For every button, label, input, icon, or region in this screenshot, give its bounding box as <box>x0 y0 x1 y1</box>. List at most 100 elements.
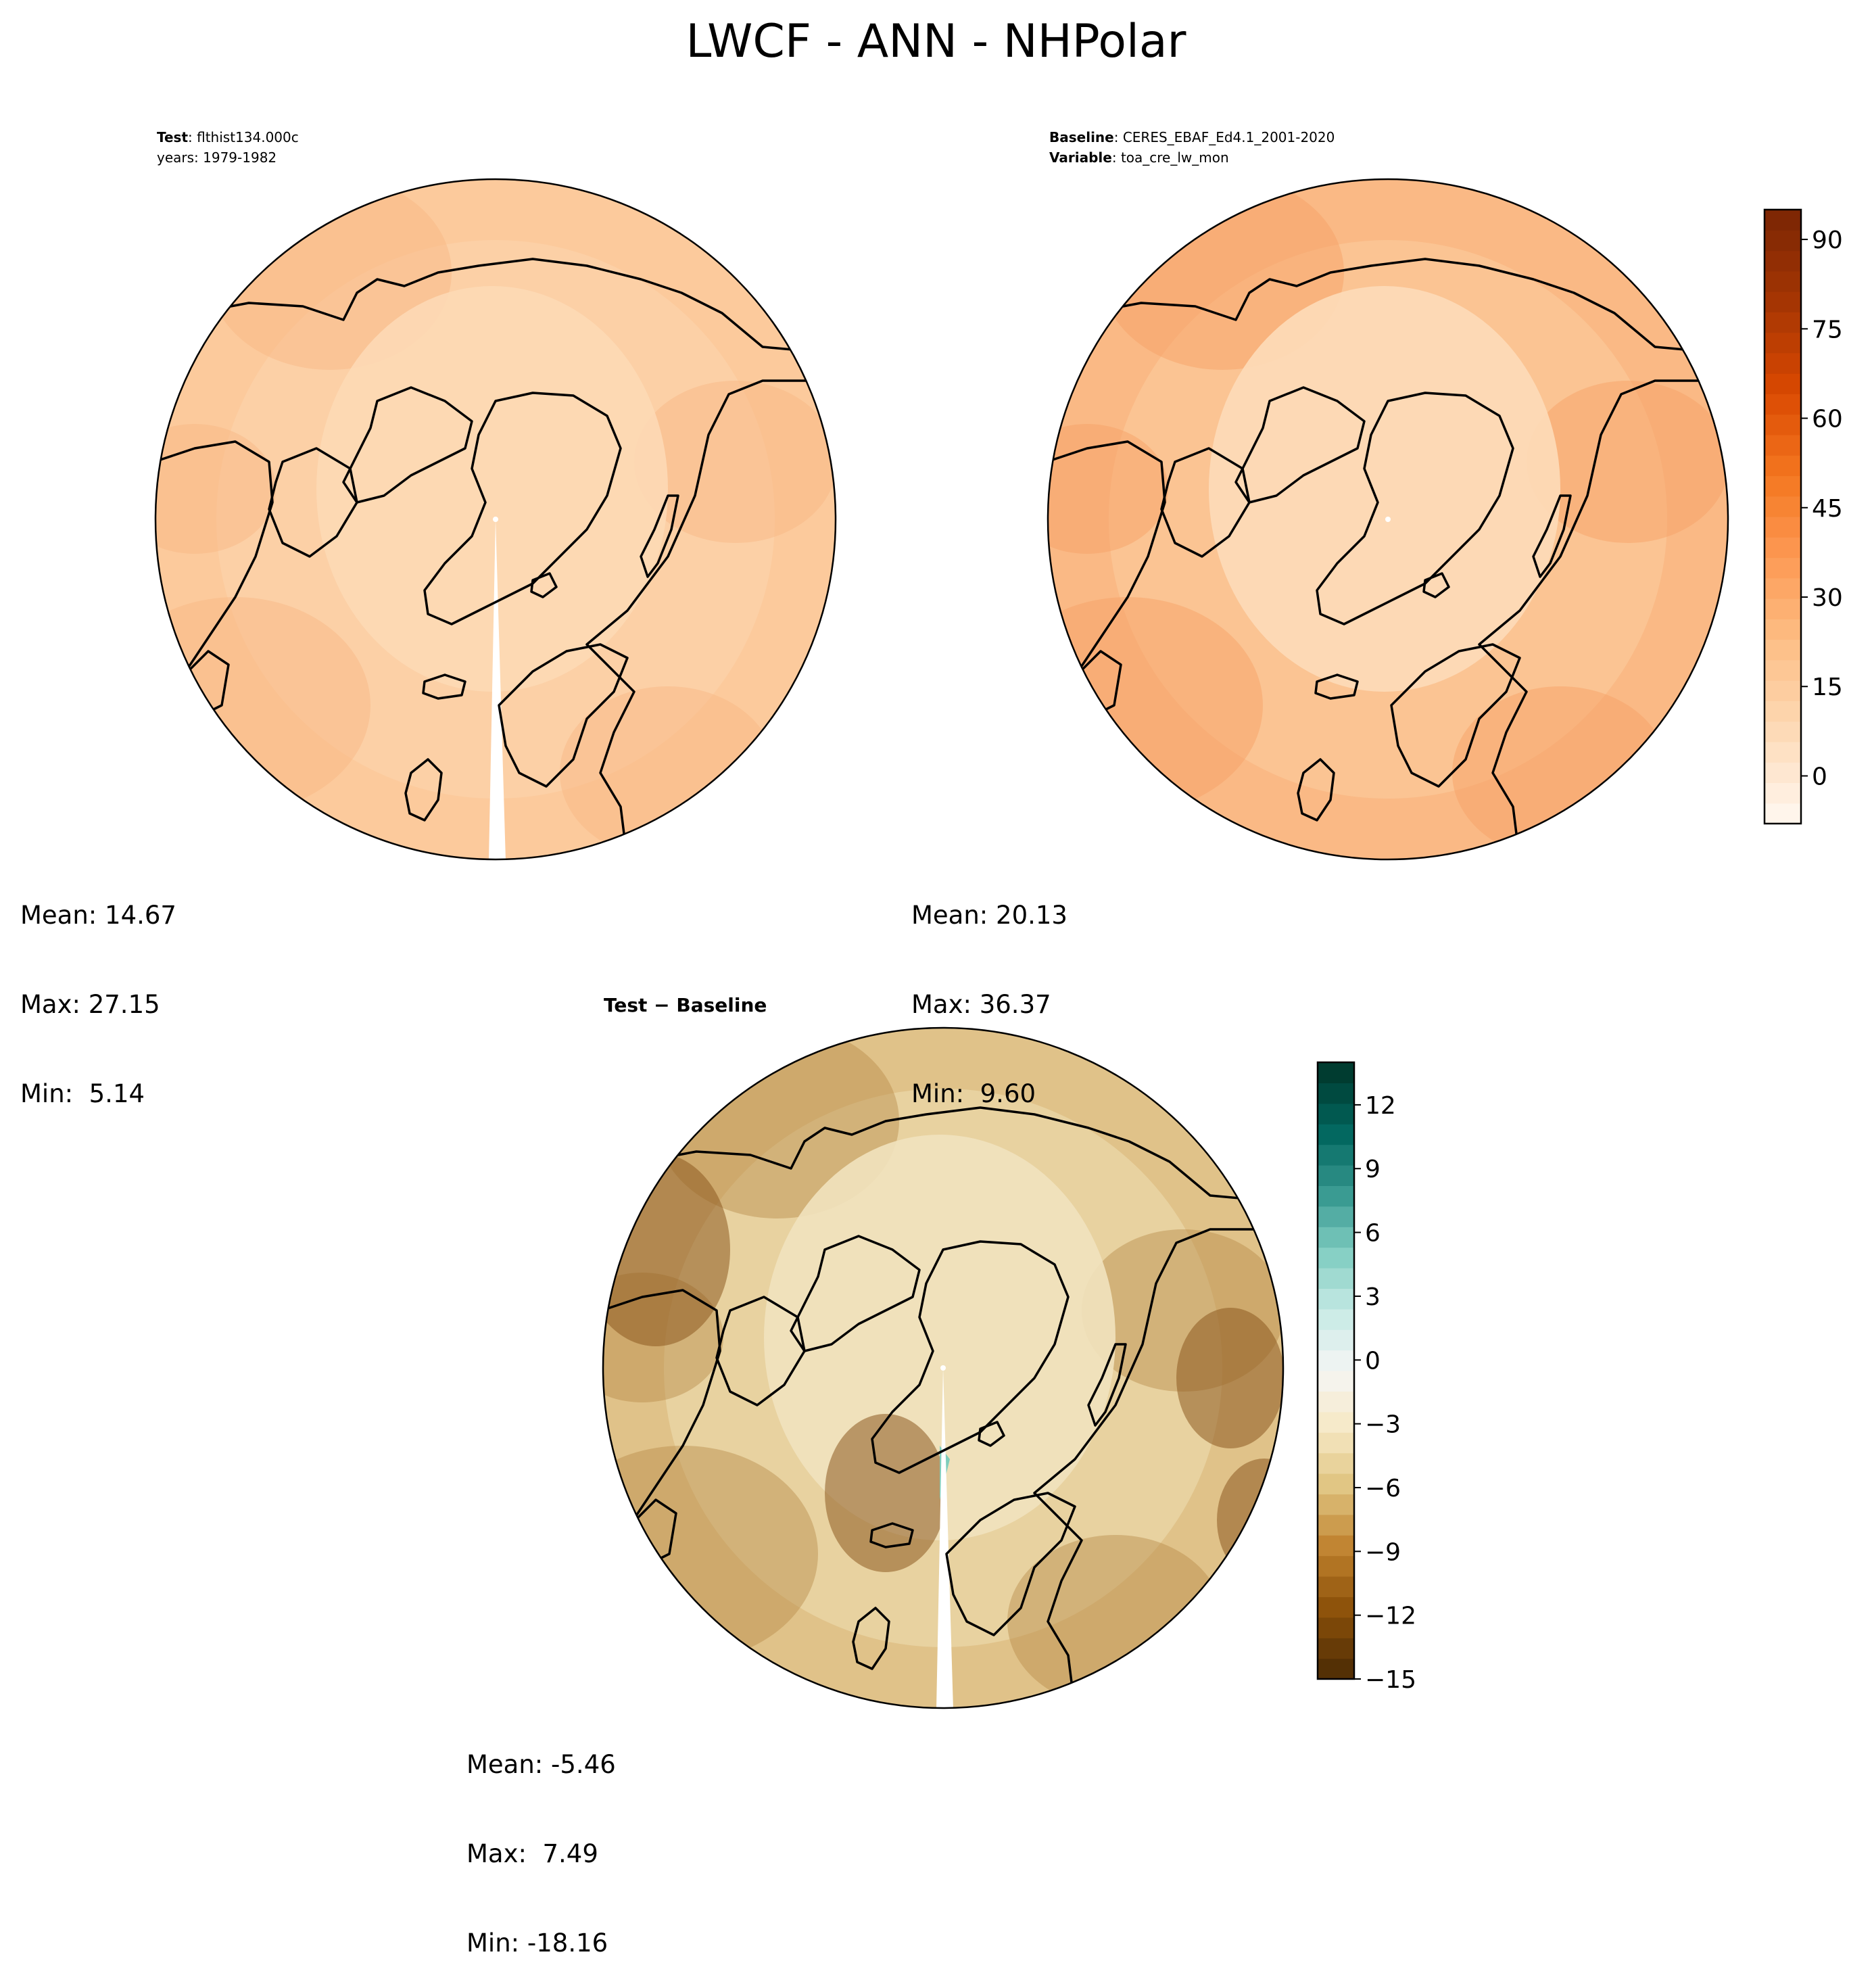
test-header-line-1: Test: flthist134.000c <box>157 129 299 145</box>
field-blob <box>1527 381 1728 543</box>
field-dark-blob <box>825 1414 946 1572</box>
test-header: Test: flthist134.000c years: 1979-1982 <box>157 127 299 168</box>
colorbar-segment <box>1318 1658 1354 1680</box>
colorbar-segment <box>1318 1494 1354 1515</box>
figure-title: LWCF - ANN - NHPolar <box>686 15 1186 68</box>
colorbar-segment <box>1765 250 1801 272</box>
diff-stats: Mean: -5.46 Max: 7.49 Min: -18.16 <box>466 1690 616 1988</box>
diff-title: Test − Baseline <box>604 994 767 1016</box>
colorbar-segment <box>1765 230 1801 252</box>
colorbar-segment <box>1765 332 1801 354</box>
coastline-iceland <box>1314 673 1359 700</box>
coastline-novaya-zemlya <box>640 494 679 578</box>
colorbar-segment <box>1765 475 1801 497</box>
colorbar-segment <box>1765 517 1801 538</box>
colorbar-segment <box>1765 414 1801 435</box>
colorbar-segment <box>1765 557 1801 579</box>
coastline-novaya-zemlya <box>1532 494 1572 578</box>
north-pole-marker <box>940 1365 946 1371</box>
coastline-britain <box>404 758 443 822</box>
baseline-header-line-1: Baseline: CERES_EBAF_Ed4.1_2001-2020 <box>1049 129 1335 145</box>
colorbar-segment <box>1765 434 1801 456</box>
colorbar-segment <box>1318 1206 1354 1227</box>
test-polar-map <box>154 178 837 861</box>
colorbar-segment <box>1765 721 1801 742</box>
colorbar-segment <box>1318 1411 1354 1433</box>
colorbar-segment <box>1765 270 1801 292</box>
coastline-greenland <box>423 392 622 625</box>
diff-polar-map <box>602 1026 1285 1709</box>
colorbar-segment <box>1318 1535 1354 1557</box>
coastline-scandinavia <box>945 1492 1076 1636</box>
field-dark-blob <box>1217 1459 1283 1582</box>
diff-max: Max: 7.49 <box>466 1839 598 1868</box>
main-colorbar: 0 15 30 45 60 75 90 <box>1763 208 1843 825</box>
baseline-header: Baseline: CERES_EBAF_Ed4.1_2001-2020 Var… <box>1049 127 1335 168</box>
colorbar-tick-label: 60 <box>1812 406 1843 433</box>
colorbar-tick-label: −3 <box>1365 1411 1401 1439</box>
colorbar-segment <box>1765 352 1801 374</box>
colorbar-segment <box>1318 1103 1354 1125</box>
colorbar-segment <box>1765 639 1801 661</box>
colorbar-segment <box>1765 312 1801 333</box>
colorbar-tick-label: −12 <box>1365 1603 1416 1630</box>
colorbar-segment <box>1318 1473 1354 1494</box>
colorbar-tick-label: −6 <box>1365 1475 1401 1502</box>
colorbar-segment <box>1318 1308 1354 1330</box>
field-blob <box>1048 424 1168 554</box>
field-polar-center <box>316 286 668 692</box>
colorbar-segment <box>1318 1083 1354 1104</box>
diff-min: Min: -18.16 <box>466 1928 608 1958</box>
colorbar-segment <box>1318 1555 1354 1577</box>
colorbar-segment <box>1318 1165 1354 1186</box>
field-blob <box>603 1446 818 1662</box>
coastline-iceland <box>422 673 466 700</box>
test-mean: Mean: 14.67 <box>20 901 176 930</box>
colorbar-segment <box>1318 1596 1354 1618</box>
coastline-greenland <box>1316 392 1514 625</box>
field-polar-center <box>1209 286 1560 692</box>
colorbar-segment <box>1318 1185 1354 1207</box>
coastline-iceland <box>869 1522 914 1548</box>
map-boundary <box>154 178 837 861</box>
colorbar-segment <box>1318 1371 1354 1392</box>
coastline-eurasia <box>1033 1228 1283 1708</box>
colorbar-segment <box>1765 291 1801 312</box>
coastline-greenland <box>871 1240 1070 1474</box>
baseline-stats: Mean: 20.13 Max: 36.37 Min: 9.60 <box>911 841 1067 1139</box>
colorbar-tick-label: −15 <box>1365 1666 1416 1694</box>
coastline-svalbard <box>978 1421 1005 1447</box>
colorbar-segment <box>1765 741 1801 763</box>
colorbar-segment <box>1765 210 1801 231</box>
colorbar-segment <box>1765 680 1801 701</box>
colorbar-tick-label: 90 <box>1812 227 1843 254</box>
colorbar-tick-label: 9 <box>1365 1156 1381 1183</box>
colorbar-segment <box>1318 1617 1354 1638</box>
colorbar-segment <box>1765 762 1801 784</box>
test-min: Min: 5.14 <box>20 1079 145 1108</box>
coastline-britain <box>1297 758 1335 822</box>
coastline-canada-archipelago <box>342 386 473 504</box>
map-boundary <box>1047 178 1729 861</box>
colorbar-segment <box>1765 659 1801 681</box>
baseline-mean: Mean: 20.13 <box>911 901 1067 930</box>
field-dark-blob <box>603 1153 730 1346</box>
colorbar-tick-label: −9 <box>1365 1538 1401 1566</box>
field-blob <box>155 597 370 813</box>
colorbar-segment <box>1318 1638 1354 1659</box>
diff-colorbar: 12 9 6 3 0 −3 −6 −9 −12 −15 <box>1316 1061 1416 1694</box>
colorbar-segment <box>1318 1452 1354 1474</box>
colorbar-segment <box>1318 1268 1354 1289</box>
coastline-scandinavia <box>1390 643 1521 788</box>
colorbar-tick-label: 30 <box>1812 584 1843 612</box>
colorbar-segment <box>1765 701 1801 722</box>
coastline-eurasia <box>585 379 836 859</box>
colorbar-segment <box>1765 496 1801 517</box>
north-pole-marker <box>1385 517 1391 522</box>
map-boundary <box>602 1026 1285 1709</box>
field-dark-blob <box>1176 1308 1283 1448</box>
colorbar-segment <box>1318 1350 1354 1371</box>
missing-data-wedge <box>489 519 506 859</box>
field-blob <box>634 381 836 543</box>
colorbar-segment <box>1765 803 1801 824</box>
